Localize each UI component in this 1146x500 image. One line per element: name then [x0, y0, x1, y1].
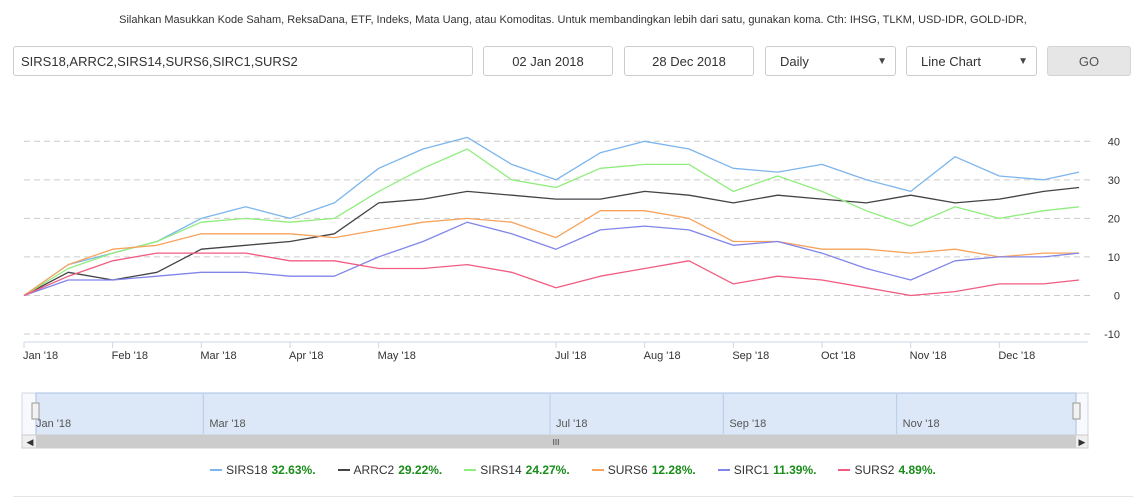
series-line-surs2[interactable]	[23, 252, 1080, 297]
legend-series-name: ARRC2	[353, 463, 395, 477]
chevron-down-icon: ▼	[877, 55, 887, 67]
y-tick-label: 0	[1114, 290, 1120, 302]
period-select[interactable]: Daily ▼	[765, 46, 896, 76]
navigator-label: Mar '18	[209, 418, 245, 430]
legend-swatch	[591, 469, 604, 471]
ticker-input[interactable]: SIRS18,ARRC2,SIRS14,SURS6,SIRC1,SURS2	[13, 46, 473, 76]
legend-item-surs2[interactable]: SURS2 4.89%.	[838, 463, 936, 477]
y-tick-label: 40	[1108, 136, 1120, 148]
series-line-sirs14[interactable]	[23, 148, 1080, 297]
series-line-surs6[interactable]	[23, 210, 1080, 297]
x-tick-label: Feb '18	[112, 350, 148, 362]
x-tick-label: Aug '18	[644, 350, 681, 362]
legend-swatch	[210, 469, 223, 471]
navigator-label: Nov '18	[903, 418, 940, 430]
navigator-left-handle[interactable]	[31, 402, 40, 420]
legend-series-return: 32.63%.	[271, 463, 316, 477]
chart-container: 40 30 20 10 0 -10 Jan '18 Feb '18 Mar '18 Apr '1…	[0, 92, 1146, 492]
x-tick-label: Oct '18	[821, 350, 856, 362]
x-tick-label: Sep '18	[732, 350, 769, 362]
series-line-sirs18[interactable]	[23, 136, 1080, 297]
legend-item-surs6[interactable]: SURS6 12.28%.	[591, 463, 696, 477]
chevron-down-icon: ▼	[1018, 55, 1028, 67]
legend-swatch	[337, 469, 350, 471]
x-tick-label: Dec '18	[998, 350, 1035, 362]
legend-series-return: 4.89%.	[898, 463, 936, 477]
period-select-value: Daily	[780, 53, 809, 69]
scroll-right-arrow-icon[interactable]: ▶	[1079, 437, 1086, 447]
start-date-input[interactable]: 02 Jan 2018	[483, 46, 613, 76]
y-tick-label: -10	[1104, 329, 1120, 341]
series-line-arrc2[interactable]	[23, 186, 1080, 297]
legend-series-return: 29.22%.	[398, 463, 443, 477]
y-tick-label: 20	[1108, 213, 1120, 225]
x-tick-label: Mar '18	[200, 350, 236, 362]
x-axis: Jan '18 Feb '18 Mar '18 Apr '18 May '18 Jul '…	[23, 341, 1088, 362]
y-axis-ticks: 40 30 20 10 0 -10	[1104, 136, 1120, 341]
bottom-divider	[13, 496, 1133, 497]
legend-series-name: SURS6	[607, 463, 648, 477]
legend-series-return: 12.28%.	[651, 463, 696, 477]
navigator-right-handle[interactable]	[1072, 402, 1081, 420]
scrollbar[interactable]: ◀ ▶ III	[21, 434, 1089, 449]
legend-item-sirs18[interactable]: SIRS18 32.63%.	[210, 463, 316, 477]
legend-series-return: 11.39%.	[773, 463, 817, 477]
chart-type-select[interactable]: Line Chart ▼	[906, 46, 1037, 76]
x-tick-label: May '18	[378, 350, 416, 362]
line-chart: 40 30 20 10 0 -10 Jan '18 Feb '18 Mar '18 Apr '1…	[21, 136, 1120, 449]
y-tick-label: 30	[1108, 175, 1120, 187]
legend-series-name: SIRS18	[226, 463, 268, 477]
navigator-label: Jul '18	[556, 418, 587, 430]
x-tick-label: Nov '18	[910, 350, 947, 362]
legend-series-return: 24.27%.	[525, 463, 570, 477]
navigator-label: Jan '18	[36, 418, 71, 430]
chart-legend: SIRS18 32.63%. ARRC2 29.22%. SIRS14 24.27%. SU…	[0, 463, 1146, 477]
x-tick-label: Jul '18	[555, 350, 586, 362]
legend-swatch	[717, 469, 730, 471]
x-tick-label: Apr '18	[289, 350, 324, 362]
chart-type-select-value: Line Chart	[921, 53, 981, 69]
legend-swatch	[464, 469, 477, 471]
legend-item-arrc2[interactable]: ARRC2 29.22%.	[337, 463, 443, 477]
end-date-input[interactable]: 28 Dec 2018	[624, 46, 754, 76]
scroll-left-arrow-icon[interactable]: ◀	[27, 437, 34, 447]
x-tick-label: Jan '18	[23, 350, 58, 362]
series-line-sirc1[interactable]	[23, 221, 1080, 297]
scrollbar-grip[interactable]: III	[553, 438, 560, 447]
legend-series-name: SIRS14	[480, 463, 522, 477]
go-button[interactable]: GO	[1047, 46, 1131, 76]
scrollbar-thumb[interactable]	[36, 435, 1076, 448]
navigator-label: Sep '18	[729, 418, 766, 430]
legend-item-sirs14[interactable]: SIRS14 24.27%.	[464, 463, 570, 477]
legend-series-name: SURS2	[854, 463, 895, 477]
navigator[interactable]: Jan '18 Mar '18 Jul '18 Sep '18 Nov '18	[21, 392, 1089, 436]
legend-swatch	[838, 469, 851, 471]
legend-item-sirc1[interactable]: SIRC1 11.39%.	[717, 463, 817, 477]
legend-series-name: SIRC1	[733, 463, 770, 477]
navigator-selected-range[interactable]	[35, 392, 1077, 436]
instructions-text: Silahkan Masukkan Kode Saham, ReksaDana,…	[119, 14, 1027, 26]
series-lines	[23, 136, 1080, 297]
navigator-labels: Jan '18 Mar '18 Jul '18 Sep '18 Nov '18	[36, 394, 940, 434]
y-tick-label: 10	[1108, 252, 1120, 264]
